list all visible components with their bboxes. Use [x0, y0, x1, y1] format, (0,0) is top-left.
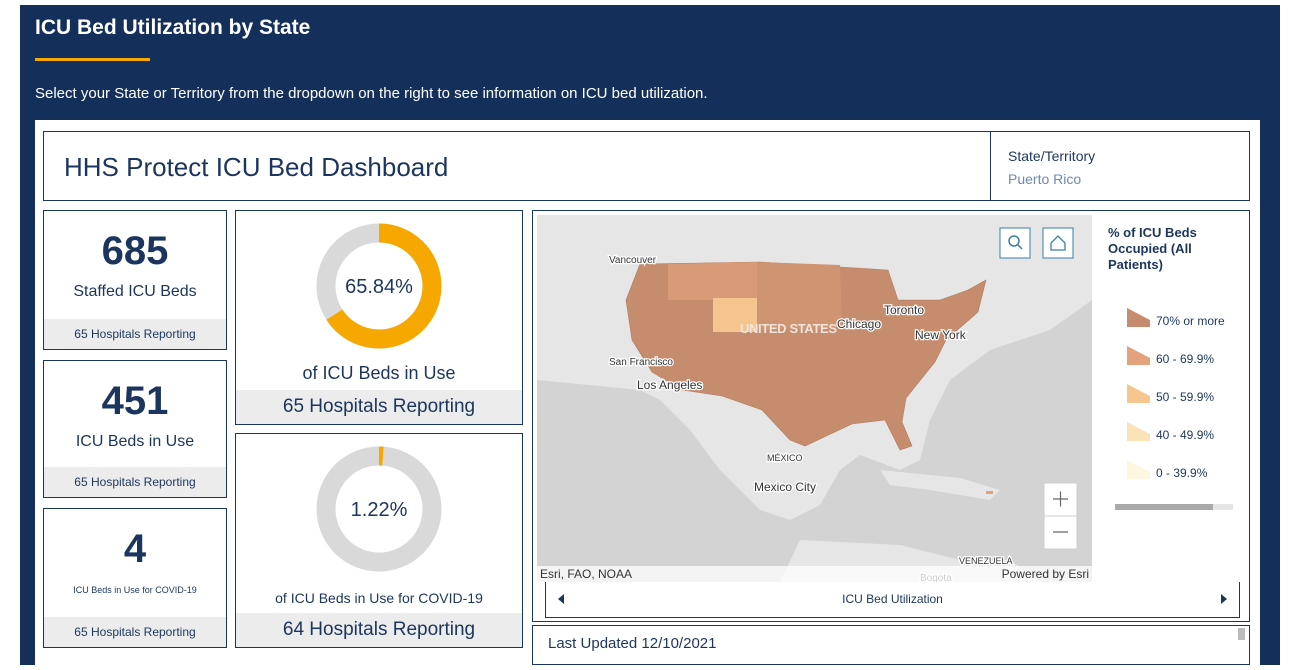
gauge-card: 65.84% of ICU Beds in Use 65 Hospitals Rep… — [235, 210, 523, 425]
gauge-label: of ICU Beds in Use for COVID-19 — [275, 590, 483, 606]
legend-title: % of ICU Beds Occupied (All Patients) — [1108, 225, 1197, 272]
zoom-icons — [1053, 491, 1068, 533]
nav-title: ICU Bed Utilization — [842, 592, 943, 606]
legend-swatch — [1127, 384, 1150, 403]
gauge-card: 1.22% of ICU Beds in Use for COVID-19 64 H… — [235, 433, 523, 648]
gauge-arc — [316, 446, 442, 572]
dashboard-title: HHS Protect ICU Bed Dashboard — [64, 152, 449, 182]
update-panel: Last Updated 12/10/2021 — [532, 625, 1250, 665]
region-wyoming — [713, 298, 757, 332]
legend-label: 50 - 59.9% — [1156, 390, 1214, 404]
indicator-footer-text: 65 Hospitals Reporting — [74, 327, 196, 341]
gauge: 1.22% — [316, 446, 442, 572]
attribution-bar — [537, 566, 1092, 582]
nav-bar: ICU Bed Utilization — [545, 582, 1240, 618]
nav-next[interactable] — [1221, 594, 1227, 604]
place-label: San Francisco — [609, 357, 673, 368]
legend-scroll-thumb[interactable] — [1115, 504, 1213, 510]
legend: 70% or more 60 - 69.9% 50 - 59.9% 40 - 49.9… — [1115, 308, 1233, 510]
gauge-value: 65.84% — [345, 276, 413, 298]
region-north — [668, 262, 757, 300]
place-label: New York — [915, 328, 967, 342]
state-selector[interactable]: State/Territory Puerto Rico — [990, 131, 1250, 201]
indicator-card: 451 ICU Beds in Use 65 Hospitals Reporting — [43, 360, 227, 498]
place-label: Vancouver — [609, 255, 657, 266]
indicator-card: 685 Staffed ICU Beds 65 Hospitals Reportin… — [43, 210, 227, 350]
search-icon — [1008, 235, 1020, 247]
legend-label: 40 - 49.9% — [1156, 428, 1214, 442]
legend-label: 70% or more — [1156, 314, 1225, 328]
place-label: Chicago — [837, 317, 881, 331]
caribbean — [880, 470, 1000, 500]
home-button[interactable] — [1042, 227, 1074, 259]
gauge-value: 1.22% — [351, 499, 408, 521]
selector-value[interactable]: Puerto Rico — [1008, 171, 1082, 187]
nav-prev[interactable] — [558, 594, 564, 604]
gauge-label: of ICU Beds in Use — [302, 363, 456, 383]
region-dakotas — [757, 262, 842, 330]
legend-label: 60 - 69.9% — [1156, 352, 1214, 366]
title-box: HHS Protect ICU Bed Dashboard — [43, 131, 991, 201]
home-icon — [1050, 235, 1066, 251]
place-label: UNITED STATES — [740, 321, 840, 336]
indicator-value: 685 — [101, 229, 169, 273]
place-label: Mexico City — [754, 480, 816, 494]
title-underline — [35, 58, 150, 61]
legend-swatch — [1127, 460, 1150, 479]
subtitle: Select your State or Territory from the … — [35, 85, 708, 102]
indicator-card: 4 ICU Beds in Use for COVID-19 65 Hospital… — [43, 508, 227, 648]
selector-label: State/Territory — [1008, 148, 1096, 164]
legend-label: 0 - 39.9% — [1156, 466, 1208, 480]
gauge-footer-text: 64 Hospitals Reporting — [282, 619, 476, 640]
scrollbar[interactable] — [1238, 628, 1245, 640]
gauge-arc — [316, 223, 442, 349]
indicator-value: 451 — [101, 379, 169, 423]
indicator-footer: 65 Hospitals Reporting — [44, 319, 226, 349]
place-label: Los Angeles — [637, 378, 702, 392]
legend-swatch — [1127, 346, 1150, 365]
search-icon — [1017, 244, 1023, 250]
gauge-footer: 65 Hospitals Reporting — [236, 390, 522, 424]
attribution: Esri, FAO, NOAA — [540, 567, 632, 581]
indicator-label: ICU Beds in Use for COVID-19 — [73, 585, 197, 595]
legend-swatch — [1127, 422, 1150, 441]
last-updated: Last Updated 12/10/2021 — [548, 635, 717, 652]
indicator-footer: 65 Hospitals Reporting — [44, 467, 226, 497]
gauge: 65.84% — [316, 223, 442, 349]
indicator-label: Staffed ICU Beds — [73, 283, 197, 300]
place-label: VENEZUELA — [959, 556, 1013, 566]
place-label: Toronto — [884, 303, 924, 317]
search-button[interactable] — [999, 227, 1031, 259]
legend-swatch — [1127, 308, 1150, 327]
page-title: ICU Bed Utilization by State — [35, 16, 311, 39]
zoom-out[interactable] — [1043, 515, 1078, 550]
indicator-value: 4 — [123, 527, 147, 571]
indicator-footer-text: 65 Hospitals Reporting — [74, 475, 196, 489]
puerto-rico — [986, 491, 993, 494]
indicator-footer: 65 Hospitals Reporting — [44, 617, 226, 647]
indicator-footer-text: 65 Hospitals Reporting — [74, 625, 196, 639]
place-label: MÉXICO — [767, 453, 803, 463]
gauge-footer-text: 65 Hospitals Reporting — [282, 396, 476, 417]
gauge-footer: 64 Hospitals Reporting — [236, 613, 522, 647]
indicator-label: ICU Beds in Use — [75, 433, 195, 450]
powered-by: Powered by Esri — [1002, 567, 1089, 581]
